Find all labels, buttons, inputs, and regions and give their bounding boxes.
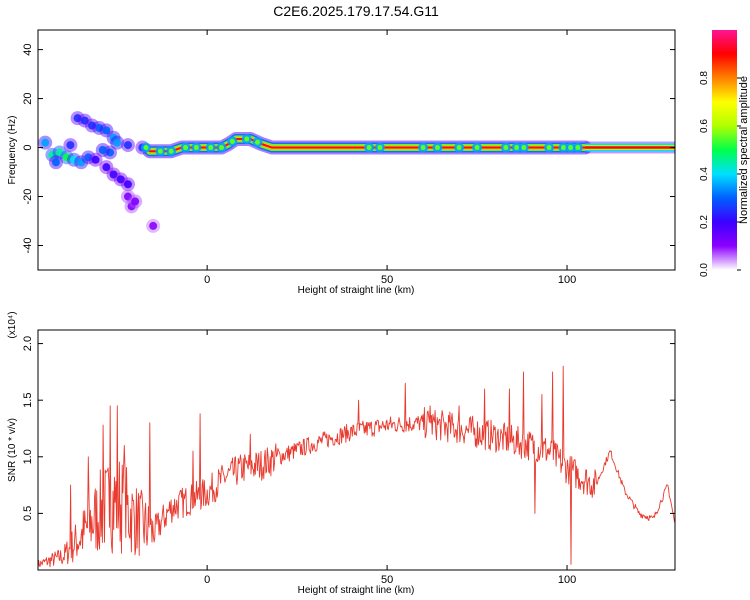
snr-marks [38,365,675,569]
heatmap-blob-core [116,175,125,184]
heatmap-marker-core [208,145,214,151]
heatmap-marker-core [434,145,440,151]
heatmap-marker-core [474,145,480,151]
heatmap-blob-core [95,123,104,132]
colorbar: 0.0 0.2 0.4 0.6 0.8 Normalized spectral ampl… [699,30,750,277]
heatmap-marker-core [255,139,261,145]
colorbar-tick-label: 0.2 [699,215,710,229]
heatmap-blob-core [51,158,60,167]
snr-line [38,365,675,569]
snr-ticks: 0 50 100 0.5 1.0 1.5 2.0 [22,330,675,586]
heatmap-marker-core [514,145,520,151]
heatmap-blob-core [48,150,57,159]
snr-ytick-label: 2.0 [22,336,34,351]
heatmap-marker-core [575,145,581,151]
colorbar-tick-label: 0.4 [699,167,710,181]
heatmap-blob-core [84,153,93,162]
snr-ytick-label: 0.5 [22,506,34,521]
snr-xlabel: Height of straight line (km) [298,585,415,596]
heatmap-marker-core [219,145,225,151]
colorbar-label: Normalized spectral amplitude [738,76,750,224]
snr-xtick-label: 100 [558,574,576,586]
snr-xtick-label: 0 [204,574,210,586]
heatmap-blob-core [105,148,114,157]
heatmap-frame [37,29,676,271]
heatmap-blob-core [123,192,132,201]
heatmap-marker-core [521,145,527,151]
heatmap-ytick-label: -20 [22,189,34,205]
heatmap-blob-core [98,146,107,154]
heatmap-blob-core [109,170,118,179]
figure-title: C2E6.2025.179.17.54.G11 [273,3,439,19]
heatmap-blob-core [73,114,82,123]
colorbar-bar [712,30,737,270]
heatmap-marker-core [193,145,199,151]
heatmap-ytick-label: -40 [22,238,34,254]
heatmap-marker-core [183,145,189,151]
heatmap-marker-core [456,145,462,151]
heatmap-blob-core [77,158,86,167]
heatmap-marker-core [568,145,574,151]
heatmap-marker-core [560,145,566,151]
heatmap-blob-core [123,180,132,189]
colorbar-tick-label: 0.8 [699,71,710,85]
heatmap-blob-core [91,155,100,164]
snr-multiplier: (x10⁴) [7,311,18,338]
heatmap-blob-core [69,155,78,164]
heatmap-ytick-label: 20 [22,92,34,104]
heatmap-blob-core [80,116,89,125]
heatmap-marker-core [143,145,149,151]
heatmap-xtick-label: 0 [204,274,210,286]
colorbar-tick-label: 0.6 [699,119,710,133]
heatmap-blob-core [66,141,75,150]
heatmap-marker-core [546,145,552,151]
heatmap-xtick-label: 100 [558,274,576,286]
heatmap-blob-core [62,153,71,162]
snr-plot-area [38,330,675,570]
heatmap-marker-core [157,148,163,154]
snr-ytick-label: 1.0 [22,449,34,464]
heatmap-ylabel: Frequency (Hz) [7,116,18,185]
heatmap-ticks: 0 50 100 40 20 0 -20 -40 [22,30,675,286]
heatmap-blob-core [102,163,111,172]
heatmap-blob-core [102,126,111,135]
heatmap-marks [38,111,675,233]
heatmap-blob-core [41,138,50,147]
heatmap-marker-core [229,138,235,144]
colorbar-ticks: 0.0 0.2 0.4 0.6 0.8 [699,71,741,277]
heatmap-blob-core [131,197,140,206]
heatmap-xlabel: Height of straight line (km) [298,285,415,296]
heatmap-panel: 0 50 100 40 20 0 -20 -40 Height of straight lin… [7,29,676,296]
heatmap-ytick-label: 0 [22,144,34,150]
heatmap-blob-core [149,221,158,230]
heatmap-ytick-label: 40 [22,43,34,55]
colorbar-tick-label: 0.0 [699,263,710,277]
heatmap-marker-core [366,145,372,151]
snr-panel: 0 50 100 0.5 1.0 1.5 2.0 Height of straight li… [7,311,676,596]
snr-ylabel: SNR (10 * v/v) [7,418,18,482]
snr-ytick-label: 1.5 [22,393,34,408]
heatmap-blob-core [113,138,122,147]
heatmap-marker-core [377,145,383,151]
heatmap-blob-core [55,148,64,157]
heatmap-blob-core [123,141,132,150]
heatmap-blob-core [87,121,96,130]
snr-frame [37,329,676,571]
heatmap-xtick-label: 50 [381,274,393,286]
snr-xtick-label: 50 [381,574,393,586]
heatmap-marker-core [168,148,174,154]
heatmap-marker-core [503,145,509,151]
heatmap-marker-core [244,136,250,142]
heatmap-marker-core [420,145,426,151]
